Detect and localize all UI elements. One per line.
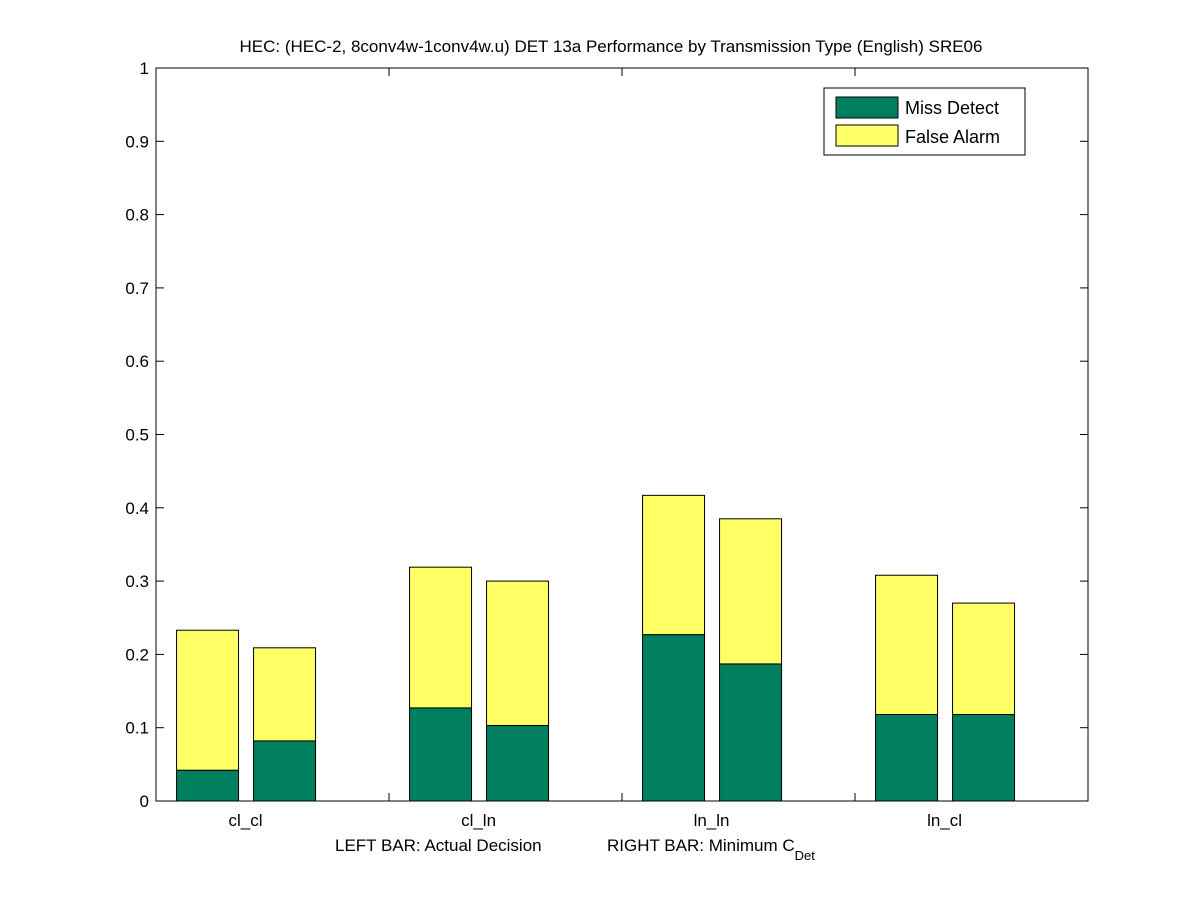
y-tick-label: 0.6 bbox=[125, 352, 149, 371]
x-tick-label: cl_ln bbox=[461, 811, 496, 830]
bar-miss-detect-actual-ln_cl bbox=[875, 714, 939, 802]
x-axis-label-right-subscript: Det bbox=[795, 848, 816, 863]
bar-false-alarm-actual-cl_ln bbox=[409, 566, 473, 709]
bar-false-alarm-min-cl_cl bbox=[253, 647, 317, 742]
y-tick-label: 1 bbox=[140, 59, 149, 78]
y-tick-label: 0.2 bbox=[125, 645, 149, 664]
bar-false-alarm-min-ln_ln bbox=[719, 518, 783, 665]
y-tick-label: 0.7 bbox=[125, 279, 149, 298]
bar-miss-detect-min-cl_ln bbox=[486, 725, 550, 802]
x-axis-label-right: RIGHT BAR: Minimum CDet bbox=[607, 836, 815, 863]
y-tick-label: 0.4 bbox=[125, 499, 149, 518]
y-tick-label: 0.3 bbox=[125, 572, 149, 591]
chart-title: HEC: (HEC-2, 8conv4w-1conv4w.u) DET 13a … bbox=[240, 37, 983, 56]
legend-swatch-false-alarm bbox=[835, 124, 899, 147]
bar-false-alarm-actual-ln_ln bbox=[642, 494, 706, 636]
y-tick-label: 0.1 bbox=[125, 719, 149, 738]
y-tick-label: 0.9 bbox=[125, 132, 149, 151]
bars-layer bbox=[176, 494, 1016, 802]
x-tick-label: ln_cl bbox=[927, 811, 962, 830]
legend: Miss Detect False Alarm bbox=[823, 87, 1026, 156]
x-axis-label-left: LEFT BAR: Actual Decision bbox=[335, 836, 542, 855]
ticks-layer: 0 0.1 0.2 0.3 0.4 0.5 0.6 0.7 0.8 0.9 1 cl_cl cl_ln l… bbox=[125, 59, 1088, 830]
x-tick-label: cl_cl bbox=[229, 811, 263, 830]
bar-false-alarm-min-cl_ln bbox=[486, 580, 550, 727]
bar-miss-detect-min-ln_ln bbox=[719, 663, 783, 802]
y-tick-label: 0.5 bbox=[125, 426, 149, 445]
legend-swatch-miss-detect bbox=[835, 96, 899, 119]
bar-miss-detect-min-cl_cl bbox=[253, 740, 317, 802]
legend-label-miss-detect: Miss Detect bbox=[905, 98, 999, 118]
bar-false-alarm-actual-cl_cl bbox=[176, 629, 240, 771]
y-tick-label: 0 bbox=[140, 792, 149, 811]
x-tick-label: ln_ln bbox=[694, 811, 730, 830]
x-axis-label-right-prefix: RIGHT BAR: Minimum C bbox=[607, 836, 795, 855]
bar-miss-detect-min-ln_cl bbox=[952, 714, 1016, 802]
bar-miss-detect-actual-cl_ln bbox=[409, 707, 473, 802]
bar-false-alarm-min-ln_cl bbox=[952, 602, 1016, 716]
bar-false-alarm-actual-ln_cl bbox=[875, 574, 939, 716]
plot-border bbox=[155, 67, 1089, 802]
bar-miss-detect-actual-cl_cl bbox=[176, 769, 240, 802]
legend-label-false-alarm: False Alarm bbox=[905, 127, 1000, 147]
y-tick-label: 0.8 bbox=[125, 206, 149, 225]
bar-miss-detect-actual-ln_ln bbox=[642, 634, 706, 802]
